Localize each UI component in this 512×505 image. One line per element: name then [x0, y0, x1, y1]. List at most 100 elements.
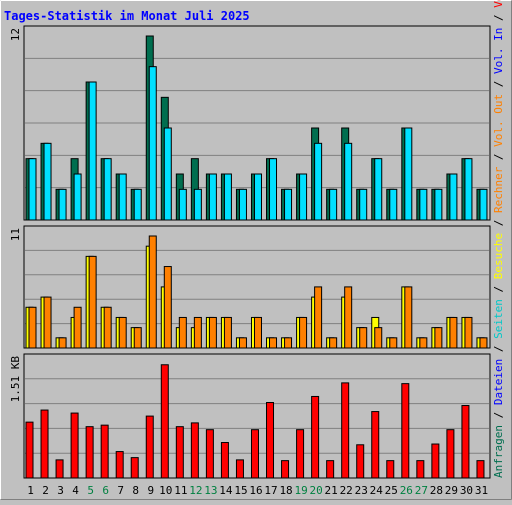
bar-rechner — [133, 327, 142, 349]
x-tick-label: 28 — [430, 484, 443, 497]
bar-volumen — [281, 460, 290, 479]
bar-volumen — [175, 426, 184, 479]
bar-rechner — [284, 337, 293, 349]
x-tick-label: 5 — [87, 484, 94, 497]
bar-rechner — [359, 327, 368, 349]
bar-volumen — [326, 460, 335, 479]
bar-volumen — [341, 382, 350, 479]
bar-volumen — [100, 424, 109, 479]
x-tick-label: 23 — [355, 484, 368, 497]
bar-dateien — [389, 188, 398, 221]
bar-volumen — [431, 443, 440, 479]
bar-rechner — [299, 316, 308, 349]
bar-volumen — [85, 426, 94, 479]
bar-volumen — [266, 402, 275, 479]
legend-entry: / — [492, 213, 505, 233]
x-tick-label: 6 — [102, 484, 109, 497]
x-tick-label: 19 — [294, 484, 307, 497]
bar-dateien — [344, 142, 353, 221]
bar-rechner — [434, 327, 443, 349]
x-tick-label: 7 — [117, 484, 124, 497]
bar-dateien — [329, 188, 338, 221]
legend-entry: Seiten — [492, 299, 505, 339]
legend-entry: Dateien — [492, 359, 505, 405]
bar-dateien — [284, 188, 293, 221]
bar-volumen — [190, 422, 199, 479]
bar-rechner — [314, 286, 323, 349]
bar-rechner — [193, 316, 202, 349]
legend-entry: Rechner — [492, 166, 505, 213]
bar-dateien — [193, 188, 202, 221]
bar-rechner — [374, 327, 383, 349]
bar-dateien — [434, 188, 443, 221]
bar-rechner — [118, 316, 127, 349]
x-tick-label: 18 — [279, 484, 292, 497]
bar-rechner — [163, 266, 172, 349]
x-tick-label: 8 — [132, 484, 139, 497]
bar-volumen — [461, 405, 470, 479]
bar-dateien — [43, 142, 52, 221]
legend-entry: / — [492, 147, 505, 167]
bar-rechner — [253, 316, 262, 349]
legend-entry: Anfragen — [492, 425, 505, 478]
x-tick-label: 4 — [72, 484, 79, 497]
bar-dateien — [223, 173, 232, 221]
legend-entry: Volumen — [492, 0, 505, 8]
bar-volumen — [220, 442, 229, 479]
x-tick-label: 17 — [264, 484, 277, 497]
x-tick-label: 12 — [189, 484, 202, 497]
bar-rechner — [73, 306, 82, 349]
bar-dateien — [103, 158, 112, 221]
panel-volume: 1.51 KB — [9, 353, 491, 479]
bar-dateien — [299, 173, 308, 221]
x-tick-label: 1 — [27, 484, 34, 497]
bar-volumen — [356, 444, 365, 479]
x-tick-label: 25 — [385, 484, 398, 497]
bar-dateien — [464, 158, 473, 221]
panel-requests: 12 — [9, 25, 491, 221]
x-tick-label: 3 — [57, 484, 64, 497]
bar-dateien — [269, 158, 278, 221]
bar-volumen — [446, 429, 455, 479]
bar-volumen — [115, 451, 124, 479]
bar-dateien — [208, 173, 217, 221]
scale-label-requests: 12 — [9, 28, 22, 41]
x-tick-label: 30 — [460, 484, 473, 497]
bar-volumen — [70, 412, 79, 479]
bar-rechner — [479, 337, 488, 349]
bar-dateien — [404, 127, 413, 221]
bar-rechner — [238, 337, 247, 349]
bar-dateien — [148, 66, 157, 221]
bar-rechner — [269, 337, 278, 349]
bar-rechner — [28, 306, 37, 349]
bar-rechner — [208, 316, 217, 349]
scale-label-visits: 11 — [9, 228, 22, 241]
bar-volumen — [371, 411, 380, 479]
legend-entry: / — [492, 74, 505, 94]
x-tick-label: 24 — [370, 484, 384, 497]
bar-volumen — [250, 429, 259, 479]
bar-dateien — [178, 188, 187, 221]
bar-dateien — [163, 127, 172, 221]
bar-volumen — [55, 459, 64, 479]
x-tick-label: 16 — [249, 484, 262, 497]
bar-dateien — [118, 173, 127, 221]
bar-dateien — [28, 158, 37, 221]
legend-entry: / — [492, 405, 505, 425]
legend-entry: / — [492, 339, 505, 359]
bar-volumen — [311, 395, 320, 479]
bar-volumen — [160, 364, 169, 479]
bar-volumen — [205, 429, 214, 479]
panel-visits: 11 — [9, 225, 491, 349]
x-tick-label: 15 — [234, 484, 247, 497]
x-tick-label: 9 — [147, 484, 154, 497]
x-tick-label: 13 — [204, 484, 217, 497]
right-legend: Anfragen / Dateien / Seiten / Besuche / … — [492, 0, 505, 478]
x-tick-label: 14 — [219, 484, 233, 497]
bar-dateien — [238, 188, 247, 221]
x-tick-label: 10 — [159, 484, 172, 497]
legend-entry: / — [492, 279, 505, 299]
bar-dateien — [374, 158, 383, 221]
x-tick-label: 20 — [310, 484, 323, 497]
